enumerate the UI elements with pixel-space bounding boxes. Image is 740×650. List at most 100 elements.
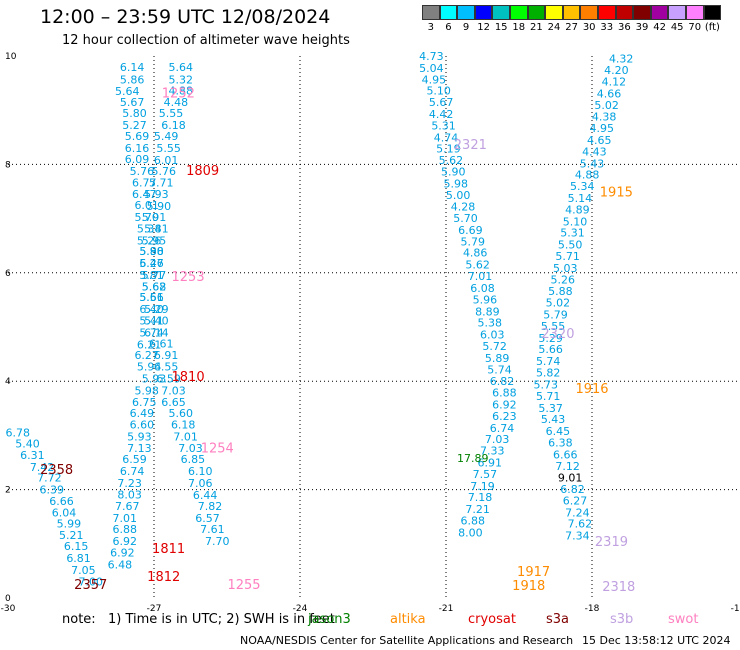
wave-height-value: 5.62 [142, 280, 167, 293]
wave-height-value: 6.69 [458, 224, 483, 237]
colorbar-cell [527, 5, 546, 20]
wave-height-value: 5.98 [134, 384, 159, 397]
wave-height-value: 5.96 [473, 293, 498, 306]
colorbar-label: 24 [547, 22, 561, 33]
wave-height-value: 5.74 [139, 326, 164, 339]
colorbar-cell [422, 5, 440, 20]
wave-height-value: 5.40 [15, 438, 40, 451]
colorbar-label: 21 [530, 22, 543, 33]
wave-height-value: 6.47 [132, 188, 157, 201]
y-tick-label: 10 [5, 52, 17, 62]
y-tick-label: 8 [5, 160, 11, 170]
colorbar-cell [650, 5, 669, 20]
pass-time-label: 2318 [602, 580, 635, 595]
wave-height-value: 6.27 [134, 349, 159, 362]
wave-height-value: 5.14 [568, 192, 593, 205]
wave-height-value: 6.47 [139, 257, 164, 270]
wave-height-value: 6.14 [120, 61, 145, 74]
wave-height-value: 6.57 [195, 512, 220, 525]
wave-height-value: 6.92 [492, 399, 517, 412]
wave-height-value: 7.61 [200, 523, 225, 536]
wave-height-value: 6.10 [188, 465, 213, 478]
wave-height-value: 5.10 [426, 85, 451, 98]
wave-height-value: 5.26 [551, 273, 576, 286]
wave-height-value: 17.89 [457, 452, 489, 465]
pass-time-label: 1254 [201, 441, 234, 456]
wave-height-value: 4.88 [575, 169, 600, 182]
wave-height-value: 7.42 [30, 461, 55, 474]
pass-time-label: 1812 [147, 570, 180, 585]
wave-height-value: 5.94 [137, 361, 162, 374]
wave-height-value: 5.70 [134, 211, 159, 224]
wave-height-value: 7.01 [113, 512, 138, 525]
wave-height-value: 5.70 [453, 212, 478, 225]
wave-height-value: 5.26 [139, 257, 164, 270]
wave-height-value: 5.27 [122, 119, 147, 132]
wave-height-value: 6.16 [125, 142, 150, 155]
wave-height-value: 6.09 [125, 153, 150, 166]
wave-height-value: 5.49 [154, 130, 179, 143]
wave-height-value: 5.38 [478, 317, 503, 330]
wave-height-value: 7.23 [117, 477, 142, 490]
wave-height-value: 4.32 [609, 53, 634, 66]
wave-height-value: 5.55 [159, 107, 184, 120]
wave-height-value: 4.38 [592, 111, 617, 124]
wave-height-value: 6.82 [490, 375, 515, 388]
wave-height-value: 7.01 [173, 430, 198, 443]
pass-time-label: 2321 [454, 138, 487, 153]
satellite-legend-cryosat: cryosat [468, 612, 516, 627]
colorbar-cell [703, 5, 722, 20]
wave-height-value: 5.95 [142, 234, 167, 247]
wave-height-value: 4.95 [422, 73, 447, 86]
wave-height-value: 6.78 [5, 427, 30, 440]
chart-title: 12:00 – 23:59 UTC 12/08/2024 [40, 6, 331, 28]
footer-note-text: 1) Time is in UTC; 2) SWH is in feet [108, 612, 335, 627]
pass-time-label: 1917 [517, 565, 550, 580]
x-tick-label: -21 [439, 604, 454, 614]
wave-height-value: 5.32 [169, 73, 194, 86]
wave-height-value: 7.05 [71, 564, 96, 577]
wave-height-value: 4.89 [565, 203, 590, 216]
wave-height-value: 8.03 [117, 488, 142, 501]
wave-height-value: 5.88 [548, 285, 573, 298]
wave-height-value: 5.71 [555, 250, 580, 263]
wave-height-value: 5.50 [558, 239, 583, 252]
satellite-legend-s3a: s3a [546, 612, 570, 627]
wave-height-value: 6.82 [560, 483, 585, 496]
wave-height-value: 5.88 [139, 245, 164, 258]
wave-height-value: 6.31 [20, 449, 45, 462]
wave-height-value: 7.67 [115, 500, 140, 513]
colorbar-cell [562, 5, 581, 20]
colorbar-cell [633, 5, 651, 20]
wave-height-value: 5.55 [541, 320, 566, 333]
wave-height-value: 4.66 [597, 87, 622, 100]
wave-height-value: 6.03 [480, 329, 505, 342]
wave-height-value: 5.81 [139, 269, 164, 282]
wave-height-value: 5.74 [487, 363, 512, 376]
colorbar-label: 27 [565, 22, 578, 33]
wave-height-value: 6.65 [161, 396, 186, 409]
wave-height-value: 5.72 [482, 340, 507, 353]
wave-height-value: 4.74 [434, 131, 459, 144]
wave-height-value: 5.64 [169, 61, 194, 74]
wave-height-value: 6.08 [470, 282, 495, 295]
wave-height-value: 6.88 [492, 387, 517, 400]
wave-height-value: 7.03 [178, 442, 203, 455]
wave-height-value: 5.29 [538, 332, 563, 345]
wave-height-value: 6.39 [40, 484, 65, 497]
colorbar-label: 3 [427, 22, 434, 33]
x-tick-label: -24 [293, 604, 308, 614]
pass-time-label: 1252 [162, 86, 195, 101]
wave-height-value: 5.64 [115, 85, 140, 98]
wave-height-value: 6.21 [137, 338, 162, 351]
colorbar-label: 30 [582, 22, 596, 33]
wave-height-value: 6.40 [139, 303, 164, 316]
wave-height-value: 7.03 [161, 384, 186, 397]
wave-height-value: 6.23 [492, 410, 517, 423]
pass-time-label: 2320 [541, 327, 574, 342]
wave-height-value: 5.69 [125, 130, 150, 143]
colorbar-cell [474, 5, 493, 20]
wave-height-value: 5.03 [553, 262, 578, 275]
satellite-legend-swot: swot [668, 612, 699, 627]
